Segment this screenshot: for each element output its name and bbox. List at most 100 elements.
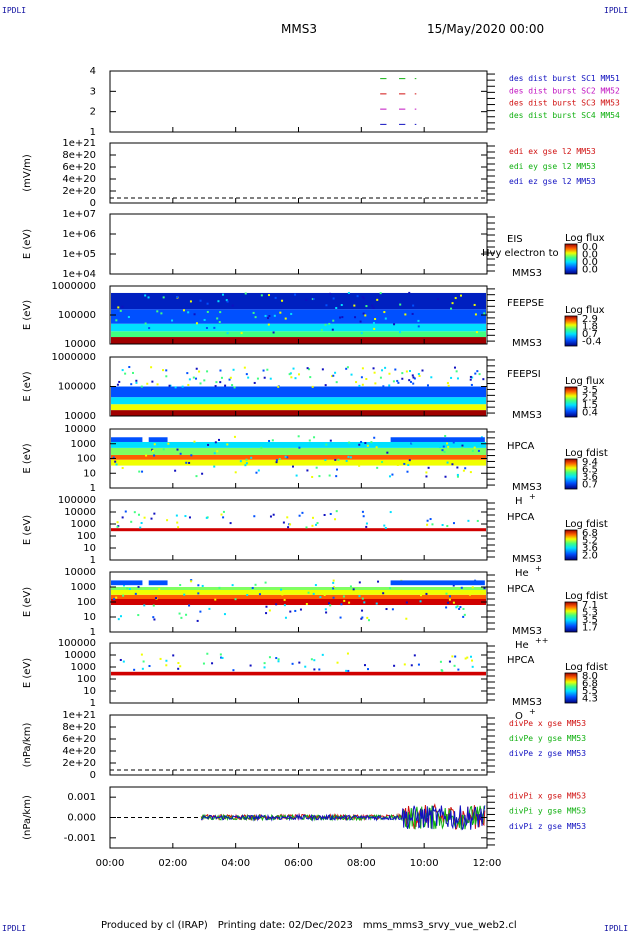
spectrogram-pixel [353,304,356,307]
spectrogram-pixel [249,664,252,667]
panel-frame [109,213,488,275]
spectrogram-pixel [452,601,455,604]
spectrogram-pixel [460,294,463,297]
legend-entry: edi ey gse l2 MM53 [509,162,596,171]
spectrogram-pixel [203,318,206,321]
spectrogram-pixel [332,579,335,582]
spectrogram-pixel [180,616,183,619]
spectrogram-pixel [220,656,223,659]
spectrogram-pixel [265,612,268,615]
spectrogram-pixel [419,600,422,603]
spectrogram-pixel [198,370,201,373]
colorbar [564,243,578,275]
spectrogram-pixel [201,584,204,587]
x-tick-label: 00:00 [96,858,125,869]
spectrogram-pixel [280,588,283,591]
spectrogram-pixel [418,374,421,377]
panel-frame [109,714,488,776]
spectrogram-pixel [187,383,190,386]
spectrogram-pixel [441,460,444,463]
spectrogram-band [111,441,486,448]
spectrogram-pixel [205,516,208,519]
y-tick-label: 100 [77,597,96,608]
spectrogram-pixel [150,366,153,369]
spectrogram-pixel [185,613,188,616]
spectrogram-pixel [468,593,471,596]
spectrogram-pixel [195,322,198,325]
colorbar-tick-label: 2.9 [582,314,598,325]
spectrogram-pixel [281,299,284,302]
spectrogram-pixel [224,384,227,387]
spectrogram-pixel [289,523,292,526]
colorbar-tick-label: 1.7 [582,623,598,634]
spectrogram-pixel [313,668,316,671]
spectrogram-pixel [324,384,327,387]
spectrogram-pixel [219,653,222,656]
colorbar-tick-label: 0.0 [582,242,598,253]
spectrogram-pixel [313,436,316,439]
spectrogram-pixel [453,366,456,369]
spectrogram-pixel [290,376,293,379]
spectrogram-pixel [452,522,455,525]
panel-frame [109,142,488,204]
spectrogram-pixel [152,604,155,607]
y-tick-label: 1000 [71,582,96,593]
spectrogram-pixel [222,516,225,519]
spectrogram-pixel [332,587,335,590]
spectrogram-pixel [387,318,390,321]
spectrogram-pixel [411,374,414,377]
spectrogram-pixel [365,305,368,308]
y-tick-label: -0.001 [64,833,96,844]
spectrogram-pixel [332,581,335,584]
colorbar-tick-label: 0.0 [582,250,598,261]
spectrogram-pixel [471,665,474,668]
spectrogram-pixel [364,314,367,317]
spectrogram-pixel [399,303,402,306]
instrument-label: EIS [507,234,523,245]
spectrogram-pixel [268,314,271,317]
spectrogram-pixel [213,465,216,468]
spectrogram-pixel [137,585,140,588]
spectrogram-pixel [323,593,326,596]
spectrogram-pixel [219,311,222,314]
spectrogram-pixel [411,312,414,315]
colorbar-tick-label: 6.8 [582,679,598,690]
spectrogram-pixel [470,383,473,386]
spectrogram-pixel [281,593,284,596]
spectrogram-pixel [190,580,193,583]
spectrogram-pixel [332,596,335,599]
spectrogram-pixel [171,319,174,322]
colorbar-tick-label: 4.3 [582,694,598,705]
spectrogram-pixel [205,327,208,330]
spectrogram-pixel [306,367,309,370]
y-axis-label: E (eV) [22,300,33,330]
spectrogram-pixel [352,588,355,591]
spectrogram-pixel [389,511,392,514]
spectrogram-pixel [419,594,422,597]
spectrogram-pixel [221,656,224,659]
instrument-label: HPCA [507,655,535,666]
legend-entry: des dist burst SC4 MM54 [509,111,620,120]
x-tick-label: 12:00 [473,858,502,869]
spectrogram-pixel [312,516,315,519]
spectrogram-pixel [277,658,280,661]
y-tick-label: 8e+20 [62,150,96,161]
spectrogram-pixel [142,660,145,663]
y-tick-label: 4e+20 [62,746,96,757]
species-charge: ++ [535,636,548,645]
spectrogram-pixel [244,292,247,295]
spectrogram-band [111,447,486,455]
spectrogram-pixel [143,516,146,519]
spectrogram-pixel [291,662,294,665]
spectrogram-pixel [188,516,191,519]
spectrogram-pixel [188,604,191,607]
spectrogram-pixel [179,665,182,668]
y-tick-label: 10000 [64,650,96,661]
spectrogram-pixel [153,512,156,515]
spectrogram-pixel [313,659,316,662]
instrument-label: FEEPSI [507,369,541,380]
spectrogram-pixel [176,521,179,524]
spectrogram-pixel [439,660,442,663]
spectrogram-pixel [268,656,271,659]
spectrogram-pixel [466,656,469,659]
